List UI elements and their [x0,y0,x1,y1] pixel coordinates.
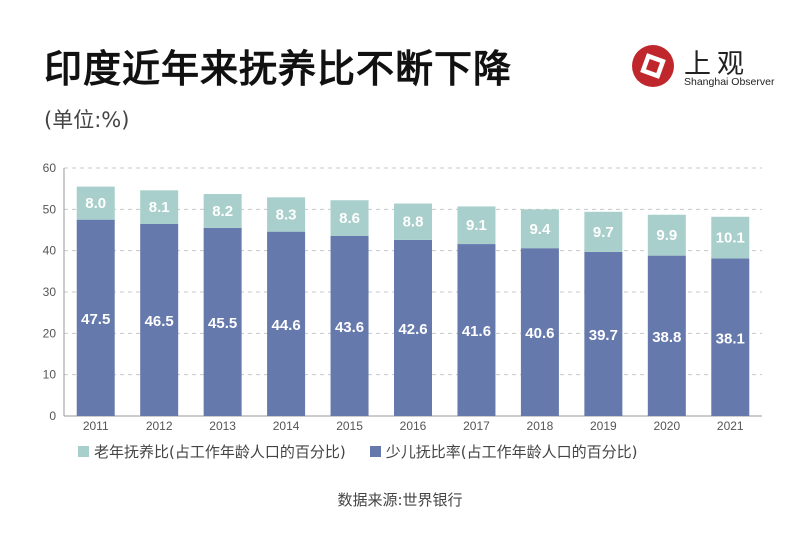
bar-youth [76,219,115,416]
data-label-youth: 38.8 [652,329,681,346]
bar-youth [140,223,179,416]
data-label-youth: 38.1 [716,330,745,347]
bar-elderly [457,206,496,245]
data-label-elderly: 8.3 [276,207,297,224]
x-tick-label: 2016 [400,419,427,433]
data-label-youth: 42.6 [398,321,427,338]
bar-youth [330,235,369,416]
legend: 老年抚养比(占工作年龄人口的百分比) 少儿抚比率(占工作年龄人口的百分比) [78,441,661,462]
data-label-youth: 41.6 [462,323,491,340]
bar-youth [711,258,750,416]
data-label-elderly: 10.1 [716,230,745,247]
data-label-youth: 45.5 [208,315,237,332]
legend-item-elderly: 老年抚养比(占工作年龄人口的百分比) [78,441,346,462]
bar-elderly [647,214,686,256]
data-label-elderly: 9.9 [656,227,677,244]
x-tick-label: 2021 [717,419,744,433]
data-label-elderly: 8.0 [85,195,106,212]
y-tick-label: 60 [43,161,57,175]
bar-elderly [520,209,559,249]
x-tick-label: 2011 [83,419,109,433]
y-tick-label: 40 [43,244,57,258]
legend-item-youth: 少儿抚比率(占工作年龄人口的百分比) [369,441,638,462]
data-label-youth: 39.7 [589,327,618,344]
bar-elderly [203,194,242,228]
x-tick-label: 2019 [590,419,617,433]
x-tick-label: 2014 [273,419,300,433]
data-label-youth: 44.6 [271,317,300,334]
y-tick-label: 0 [49,409,56,423]
brand-name-cn: 上观 [684,49,750,80]
data-label-youth: 46.5 [145,313,174,330]
data-label-elderly: 8.1 [149,199,170,216]
x-tick-label: 2020 [653,419,680,433]
unit-label: (单位:%) [44,108,130,132]
legend-label-youth: 少儿抚比率(占工作年龄人口的百分比) [385,443,638,461]
bar-elderly [711,216,750,259]
data-label-youth: 40.6 [525,325,554,342]
legend-swatch-youth [369,446,381,457]
bar-elderly [140,190,179,224]
bar-youth [203,227,242,416]
x-tick-label: 2012 [146,419,173,433]
bar-youth [584,251,623,416]
brand-logo: 上观 Shanghai Observer [630,42,780,92]
data-label-youth: 43.6 [335,319,364,336]
data-label-elderly: 9.1 [466,217,487,234]
chart-title: 印度近年来抚养比不断下降 [44,47,513,91]
bar-youth [457,244,496,416]
data-source: 数据来源:世界银行 [337,491,463,509]
x-tick-label: 2017 [463,419,490,433]
data-label-youth: 47.5 [81,311,110,328]
data-label-elderly: 8.2 [212,203,233,220]
bar-youth [394,239,432,416]
x-tick-label: 2018 [527,419,554,433]
y-tick-label: 30 [43,285,57,299]
logo-mark-icon [632,45,674,87]
bar-elderly [76,186,115,220]
data-label-elderly: 9.7 [593,224,614,241]
y-tick-label: 20 [43,326,57,340]
bar-elderly [584,211,623,252]
y-tick-label: 10 [43,368,57,382]
bar-elderly [330,200,369,236]
x-tick-label: 2015 [336,419,363,433]
bar-youth [520,248,559,416]
legend-swatch-elderly [78,446,89,457]
legend-label-elderly: 老年抚养比(占工作年龄人口的百分比) [94,443,346,461]
bar-elderly [267,197,306,232]
y-tick-label: 50 [43,202,57,216]
x-tick-label: 2013 [209,419,236,433]
bar-youth [647,255,686,416]
brand-name-en: Shanghai Observer [684,76,775,88]
bar-elderly [394,203,432,240]
data-label-elderly: 9.4 [529,221,551,238]
bar-youth [267,231,306,416]
data-label-elderly: 8.6 [339,210,360,227]
data-label-elderly: 8.8 [403,214,424,231]
